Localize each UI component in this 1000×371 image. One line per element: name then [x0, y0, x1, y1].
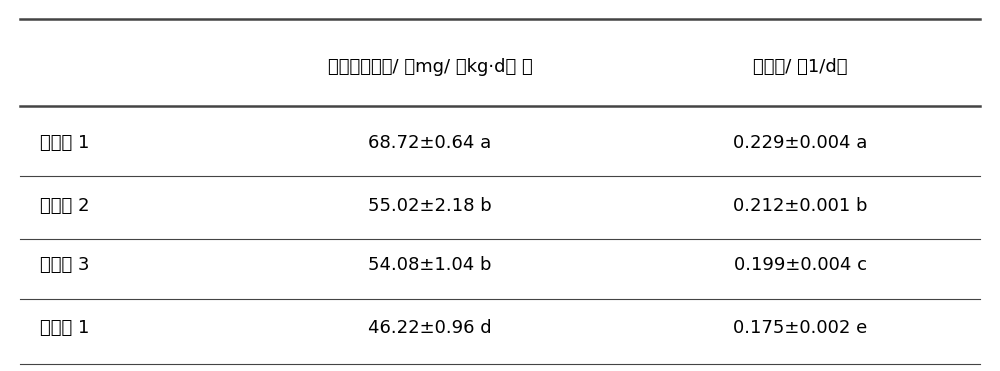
Text: 68.72±0.64 a: 68.72±0.64 a [368, 134, 492, 152]
Text: 对比例 3: 对比例 3 [40, 256, 90, 274]
Text: 0.229±0.004 a: 0.229±0.004 a [733, 134, 867, 152]
Text: 代谢商/ （1/d）: 代谢商/ （1/d） [753, 58, 847, 76]
Text: 对比例 1: 对比例 1 [40, 134, 89, 152]
Text: 实施例 1: 实施例 1 [40, 319, 89, 337]
Text: 0.212±0.001 b: 0.212±0.001 b [733, 197, 867, 215]
Text: 54.08±1.04 b: 54.08±1.04 b [368, 256, 492, 274]
Text: 对比例 2: 对比例 2 [40, 197, 90, 215]
Text: 0.175±0.002 e: 0.175±0.002 e [733, 319, 867, 337]
Text: 0.199±0.004 c: 0.199±0.004 c [734, 256, 866, 274]
Text: 46.22±0.96 d: 46.22±0.96 d [368, 319, 492, 337]
Text: 55.02±2.18 b: 55.02±2.18 b [368, 197, 492, 215]
Text: 土壤基础呼吸/ （mg/ （kg·d） ）: 土壤基础呼吸/ （mg/ （kg·d） ） [328, 58, 532, 76]
